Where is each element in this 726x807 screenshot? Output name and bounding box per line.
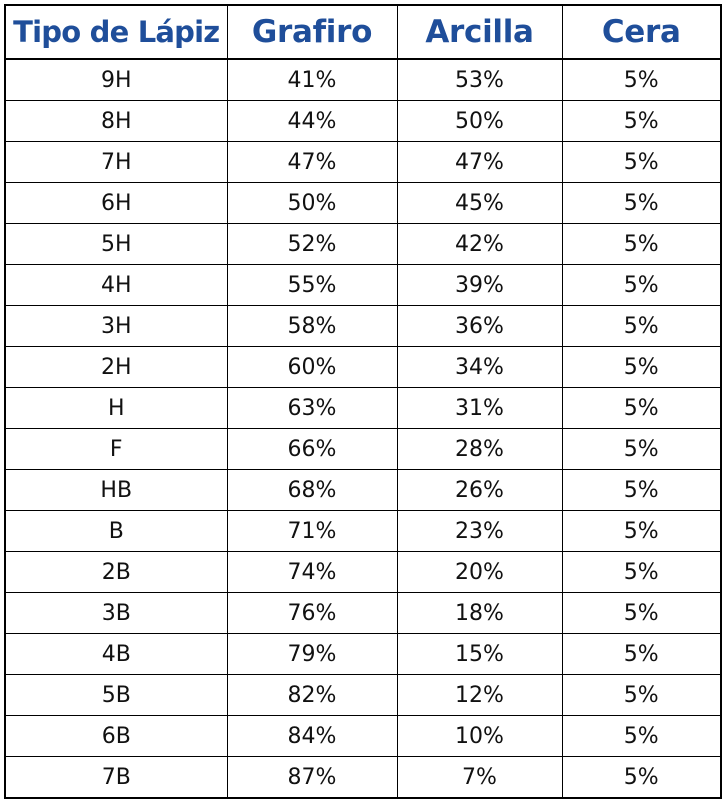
clay-cell: 18% bbox=[396, 592, 563, 634]
clay-cell: 42% bbox=[396, 223, 563, 265]
pencil-type-cell: 9H bbox=[4, 58, 228, 101]
table-row: 4H 55% 39% 5% bbox=[4, 264, 722, 306]
pencil-type-cell: 6H bbox=[4, 182, 228, 224]
pencil-type-cell: 5B bbox=[4, 674, 228, 716]
clay-cell: 53% bbox=[396, 58, 563, 101]
wax-cell: 5% bbox=[561, 756, 722, 799]
pencil-type-cell: 5H bbox=[4, 223, 228, 265]
table-row: 8H 44% 50% 5% bbox=[4, 100, 722, 142]
pencil-type-cell: 7B bbox=[4, 756, 228, 799]
pencil-type-cell: 4B bbox=[4, 633, 228, 675]
pencil-type-cell: HB bbox=[4, 469, 228, 511]
wax-cell: 5% bbox=[561, 305, 722, 347]
graphite-cell: 79% bbox=[226, 633, 398, 675]
clay-cell: 45% bbox=[396, 182, 563, 224]
table-row: 3H 58% 36% 5% bbox=[4, 305, 722, 347]
header-pencil-type: Tipo de Lápiz bbox=[4, 4, 228, 60]
graphite-cell: 74% bbox=[226, 551, 398, 593]
clay-cell: 39% bbox=[396, 264, 563, 306]
wax-cell: 5% bbox=[561, 428, 722, 470]
wax-cell: 5% bbox=[561, 223, 722, 265]
graphite-cell: 84% bbox=[226, 715, 398, 757]
graphite-cell: 66% bbox=[226, 428, 398, 470]
header-row: Tipo de Lápiz Grafiro Arcilla Cera bbox=[4, 4, 722, 60]
clay-cell: 26% bbox=[396, 469, 563, 511]
graphite-cell: 47% bbox=[226, 141, 398, 183]
clay-cell: 47% bbox=[396, 141, 563, 183]
graphite-cell: 76% bbox=[226, 592, 398, 634]
table-row: 5H 52% 42% 5% bbox=[4, 223, 722, 265]
wax-cell: 5% bbox=[561, 141, 722, 183]
clay-cell: 36% bbox=[396, 305, 563, 347]
wax-cell: 5% bbox=[561, 510, 722, 552]
table-row: 5B 82% 12% 5% bbox=[4, 674, 722, 716]
pencil-type-cell: 6B bbox=[4, 715, 228, 757]
clay-cell: 31% bbox=[396, 387, 563, 429]
wax-cell: 5% bbox=[561, 715, 722, 757]
table-row: H 63% 31% 5% bbox=[4, 387, 722, 429]
wax-cell: 5% bbox=[561, 674, 722, 716]
clay-cell: 28% bbox=[396, 428, 563, 470]
table-row: B 71% 23% 5% bbox=[4, 510, 722, 552]
pencil-type-cell: 3H bbox=[4, 305, 228, 347]
graphite-cell: 71% bbox=[226, 510, 398, 552]
clay-cell: 10% bbox=[396, 715, 563, 757]
graphite-cell: 68% bbox=[226, 469, 398, 511]
graphite-cell: 52% bbox=[226, 223, 398, 265]
pencil-type-cell: 8H bbox=[4, 100, 228, 142]
pencil-type-cell: 7H bbox=[4, 141, 228, 183]
graphite-cell: 55% bbox=[226, 264, 398, 306]
graphite-cell: 87% bbox=[226, 756, 398, 799]
table-row: 2H 60% 34% 5% bbox=[4, 346, 722, 388]
clay-cell: 20% bbox=[396, 551, 563, 593]
table-row: HB 68% 26% 5% bbox=[4, 469, 722, 511]
clay-cell: 50% bbox=[396, 100, 563, 142]
table-row: 4B 79% 15% 5% bbox=[4, 633, 722, 675]
table-row: 6H 50% 45% 5% bbox=[4, 182, 722, 224]
wax-cell: 5% bbox=[561, 469, 722, 511]
wax-cell: 5% bbox=[561, 346, 722, 388]
wax-cell: 5% bbox=[561, 264, 722, 306]
clay-cell: 23% bbox=[396, 510, 563, 552]
clay-cell: 15% bbox=[396, 633, 563, 675]
graphite-cell: 44% bbox=[226, 100, 398, 142]
table-row: 7H 47% 47% 5% bbox=[4, 141, 722, 183]
pencil-composition-table: Tipo de Lápiz Grafiro Arcilla Cera 9H 41%… bbox=[4, 4, 722, 799]
wax-cell: 5% bbox=[561, 100, 722, 142]
pencil-type-cell: H bbox=[4, 387, 228, 429]
graphite-cell: 58% bbox=[226, 305, 398, 347]
pencil-type-cell: F bbox=[4, 428, 228, 470]
wax-cell: 5% bbox=[561, 387, 722, 429]
pencil-type-cell: 4H bbox=[4, 264, 228, 306]
header-clay: Arcilla bbox=[396, 4, 563, 60]
table-row: F 66% 28% 5% bbox=[4, 428, 722, 470]
graphite-cell: 41% bbox=[226, 58, 398, 101]
table-row: 2B 74% 20% 5% bbox=[4, 551, 722, 593]
header-graphite: Grafiro bbox=[226, 4, 398, 60]
clay-cell: 7% bbox=[396, 756, 563, 799]
table-row: 6B 84% 10% 5% bbox=[4, 715, 722, 757]
table-row: 3B 76% 18% 5% bbox=[4, 592, 722, 634]
wax-cell: 5% bbox=[561, 58, 722, 101]
pencil-type-cell: B bbox=[4, 510, 228, 552]
wax-cell: 5% bbox=[561, 551, 722, 593]
table-row: 7B 87% 7% 5% bbox=[4, 756, 722, 799]
graphite-cell: 63% bbox=[226, 387, 398, 429]
table-row: 9H 41% 53% 5% bbox=[4, 58, 722, 101]
table-body: 9H 41% 53% 5% 8H 44% 50% 5% 7H 47% 47% 5% 6H 50% 45% 5%… bbox=[4, 58, 722, 799]
pencil-type-cell: 2B bbox=[4, 551, 228, 593]
graphite-cell: 50% bbox=[226, 182, 398, 224]
wax-cell: 5% bbox=[561, 592, 722, 634]
header-wax: Cera bbox=[561, 4, 722, 60]
clay-cell: 12% bbox=[396, 674, 563, 716]
graphite-cell: 60% bbox=[226, 346, 398, 388]
graphite-cell: 82% bbox=[226, 674, 398, 716]
wax-cell: 5% bbox=[561, 633, 722, 675]
clay-cell: 34% bbox=[396, 346, 563, 388]
pencil-type-cell: 3B bbox=[4, 592, 228, 634]
wax-cell: 5% bbox=[561, 182, 722, 224]
pencil-type-cell: 2H bbox=[4, 346, 228, 388]
